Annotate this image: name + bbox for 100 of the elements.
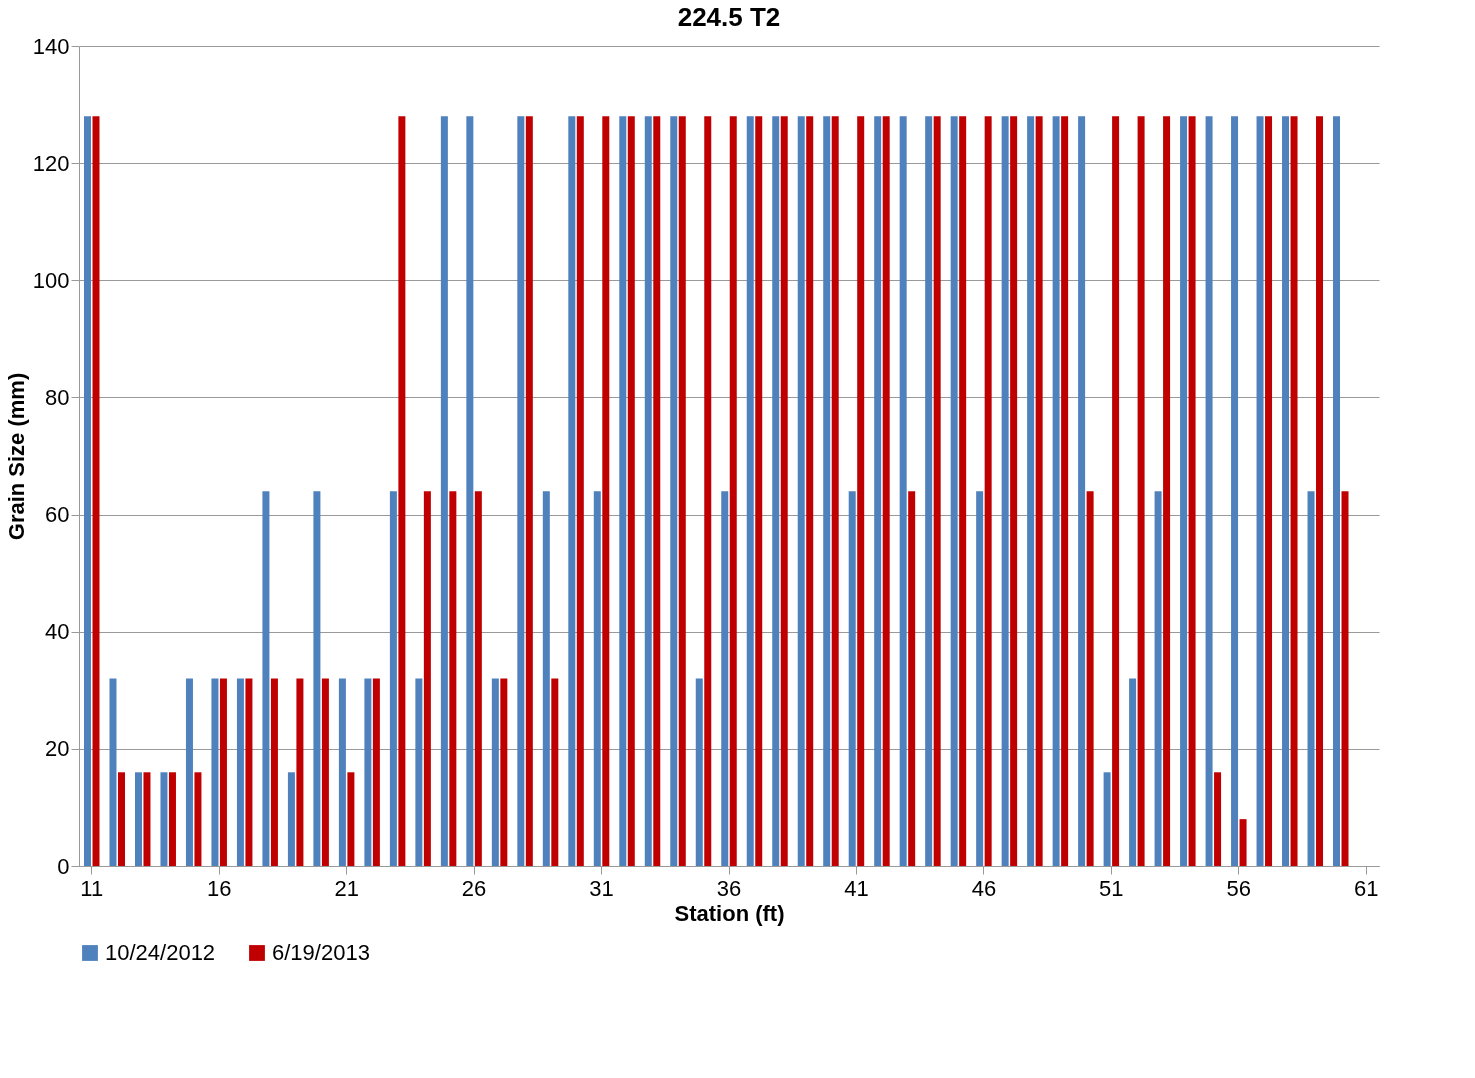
bar	[1154, 491, 1162, 866]
bar	[602, 116, 610, 866]
bar	[644, 116, 652, 866]
x-tick-label: 36	[716, 875, 742, 901]
bar	[746, 116, 754, 866]
x-tick-label: 11	[80, 875, 104, 901]
bar	[780, 116, 788, 866]
bar	[296, 678, 304, 866]
bar	[950, 116, 958, 866]
bar	[1290, 116, 1298, 866]
x-tick-label: 31	[589, 875, 614, 901]
bar	[874, 116, 882, 866]
bar	[287, 772, 295, 866]
bar	[576, 116, 584, 866]
bar	[1307, 491, 1315, 866]
bar	[1112, 116, 1120, 866]
bar	[364, 678, 372, 866]
bar	[219, 678, 227, 866]
bar	[1180, 116, 1188, 866]
bar	[347, 772, 355, 866]
bar	[959, 116, 967, 866]
x-tick-label: 16	[206, 875, 232, 901]
bar	[984, 116, 992, 866]
bar	[670, 116, 678, 866]
bar	[1001, 116, 1009, 866]
bar	[262, 491, 270, 866]
bar	[1214, 772, 1222, 866]
bar	[848, 491, 856, 866]
bar	[1239, 819, 1247, 866]
bar	[542, 491, 550, 866]
bar	[1333, 116, 1341, 866]
bar	[1103, 772, 1111, 866]
bar	[517, 116, 525, 866]
bar	[1231, 116, 1239, 866]
bar	[466, 116, 474, 866]
bar	[211, 678, 219, 866]
bar	[84, 116, 91, 866]
bar	[1027, 116, 1035, 866]
bar	[925, 116, 933, 866]
bar	[185, 678, 193, 866]
bar	[1341, 491, 1349, 866]
legend-label: 6/19/2013	[272, 940, 370, 965]
bar	[568, 116, 576, 866]
bar	[976, 491, 984, 866]
bar	[270, 678, 278, 866]
bar	[721, 491, 729, 866]
y-tick-label: 120	[32, 150, 70, 176]
y-tick-label: 40	[45, 619, 70, 645]
bar	[1086, 491, 1094, 866]
chart-title: 224.5 T2	[677, 2, 781, 32]
x-tick-label: 41	[844, 875, 869, 901]
bar	[321, 678, 329, 866]
bar	[338, 678, 346, 866]
bar	[678, 116, 686, 866]
y-tick-label: 60	[45, 502, 70, 528]
bar	[491, 678, 499, 866]
x-axis-title: Station (ft)	[674, 900, 785, 926]
bar	[449, 491, 457, 866]
x-tick-label: 46	[971, 875, 997, 901]
bar	[551, 678, 559, 866]
bar	[398, 116, 406, 866]
bar	[1163, 116, 1171, 866]
bar	[619, 116, 627, 866]
bar	[117, 772, 125, 866]
bar	[423, 491, 431, 866]
bar	[372, 678, 380, 866]
bar	[857, 116, 865, 866]
bar	[1078, 116, 1086, 866]
bar	[755, 116, 763, 866]
x-tick-label: 61	[1354, 875, 1379, 901]
bar	[704, 116, 712, 866]
bar	[415, 678, 423, 866]
bar	[653, 116, 661, 866]
bar	[1282, 116, 1290, 866]
bar	[1316, 116, 1324, 866]
bar	[500, 678, 508, 866]
bar	[627, 116, 635, 866]
bar	[823, 116, 831, 866]
bar	[1052, 116, 1060, 866]
bar	[134, 772, 142, 866]
bar	[236, 678, 244, 866]
y-tick-label: 100	[32, 267, 70, 293]
x-tick-label: 51	[1099, 875, 1124, 901]
legend-label: 10/24/2012	[105, 940, 216, 965]
bar	[1137, 116, 1145, 866]
bar	[882, 116, 890, 866]
bar	[593, 491, 601, 866]
bar	[143, 772, 151, 866]
x-tick-label: 26	[461, 875, 487, 901]
bar	[899, 116, 907, 866]
bar	[525, 116, 533, 866]
bar	[92, 116, 100, 866]
bar	[440, 116, 448, 866]
bar	[1188, 116, 1196, 866]
bar	[168, 772, 176, 866]
bar	[313, 491, 321, 866]
y-tick-label: 140	[32, 33, 70, 59]
bar	[109, 678, 117, 866]
y-tick-label: 0	[57, 853, 70, 879]
bar	[1035, 116, 1043, 866]
